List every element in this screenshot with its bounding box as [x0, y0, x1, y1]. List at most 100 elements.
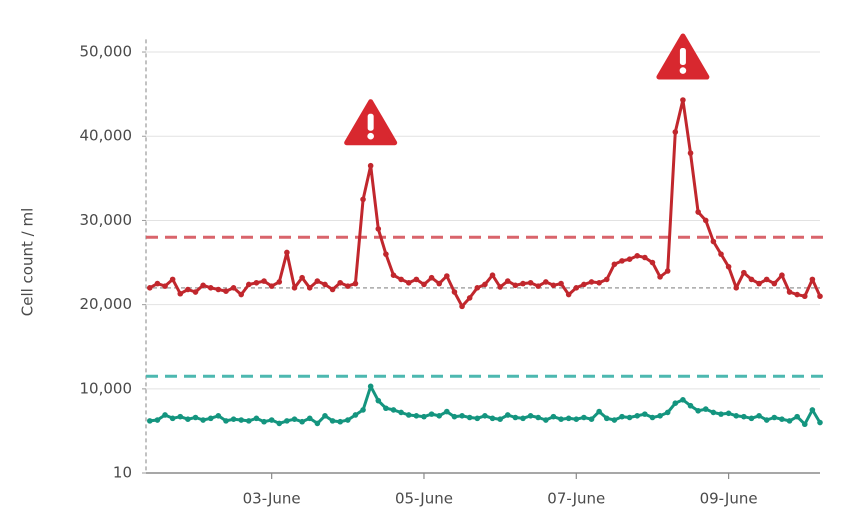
data-point — [809, 276, 816, 283]
data-point — [756, 413, 762, 419]
data-point — [687, 150, 694, 156]
data-point — [177, 413, 184, 420]
data-point — [794, 413, 800, 420]
data-point — [291, 285, 298, 291]
data-point — [154, 417, 161, 423]
data-point — [482, 281, 488, 288]
data-point — [352, 280, 359, 287]
data-point — [451, 413, 458, 420]
data-point — [246, 418, 252, 424]
data-point — [413, 276, 420, 283]
data-point — [314, 278, 321, 284]
data-point — [207, 285, 214, 291]
y-tick-label: 10 — [113, 464, 132, 482]
data-point — [268, 417, 275, 423]
data-point — [695, 209, 701, 215]
data-point — [664, 409, 671, 416]
data-point — [527, 279, 534, 286]
data-point — [634, 413, 641, 419]
data-point — [565, 415, 572, 422]
data-point — [367, 162, 374, 169]
data-point — [306, 285, 313, 291]
data-point — [383, 251, 389, 257]
data-point — [596, 408, 602, 415]
data-point — [421, 413, 427, 420]
data-point — [733, 413, 740, 419]
data-point — [383, 405, 389, 412]
data-point — [360, 196, 366, 203]
data-point — [817, 293, 823, 300]
data-point — [489, 272, 496, 278]
data-point — [322, 281, 328, 288]
data-point — [284, 418, 290, 424]
data-point — [154, 280, 161, 287]
data-point — [581, 281, 587, 288]
data-point — [466, 414, 473, 421]
data-point — [329, 418, 336, 424]
data-point — [680, 97, 686, 103]
data-point — [603, 276, 610, 283]
data-point — [611, 261, 618, 268]
data-point — [398, 276, 404, 283]
data-point — [634, 253, 641, 259]
data-point — [345, 417, 351, 423]
y-axis-label: Cell count / ml — [19, 208, 37, 317]
data-point — [405, 412, 412, 418]
data-point — [238, 291, 244, 298]
data-point — [702, 217, 709, 224]
data-point — [268, 283, 275, 289]
data-point — [474, 285, 481, 291]
data-point — [162, 283, 168, 289]
data-point — [177, 290, 184, 297]
data-point — [756, 280, 762, 287]
data-point — [253, 279, 260, 286]
data-point — [771, 414, 778, 421]
data-point — [596, 279, 602, 286]
data-point — [603, 415, 610, 422]
data-point — [535, 283, 542, 289]
data-point — [786, 418, 793, 424]
y-tick-label: 10,000 — [80, 379, 133, 397]
data-point — [215, 286, 222, 293]
data-point — [299, 274, 305, 281]
x-tick-label: 05-June — [395, 490, 453, 508]
data-point — [276, 279, 283, 285]
data-point — [147, 285, 153, 291]
data-point — [276, 420, 283, 427]
data-point — [185, 416, 191, 422]
data-point — [444, 408, 450, 415]
data-point — [428, 274, 435, 281]
data-point — [299, 418, 305, 425]
data-point — [718, 251, 724, 257]
data-point — [200, 282, 206, 289]
data-point — [360, 407, 366, 413]
data-point — [573, 285, 580, 291]
data-point — [718, 411, 724, 417]
data-point — [504, 412, 511, 418]
data-point — [581, 414, 587, 421]
data-point — [710, 409, 717, 416]
data-point — [725, 410, 732, 417]
data-point — [223, 288, 229, 294]
data-point — [192, 414, 199, 421]
data-point — [801, 421, 808, 428]
y-tick-label: 20,000 — [80, 295, 133, 313]
data-point — [398, 409, 404, 416]
data-point — [748, 276, 755, 283]
x-tick-label: 09-June — [700, 490, 758, 508]
data-point — [497, 284, 503, 290]
alert-dot — [367, 132, 374, 140]
data-point — [748, 415, 755, 422]
data-point — [459, 413, 465, 419]
data-point — [185, 286, 191, 293]
data-point — [702, 406, 709, 412]
data-point — [147, 418, 153, 424]
alert-icon — [344, 99, 398, 146]
data-point — [642, 411, 648, 417]
data-point — [314, 420, 321, 427]
data-point — [520, 415, 526, 422]
data-point — [413, 413, 420, 419]
data-point — [763, 417, 770, 423]
